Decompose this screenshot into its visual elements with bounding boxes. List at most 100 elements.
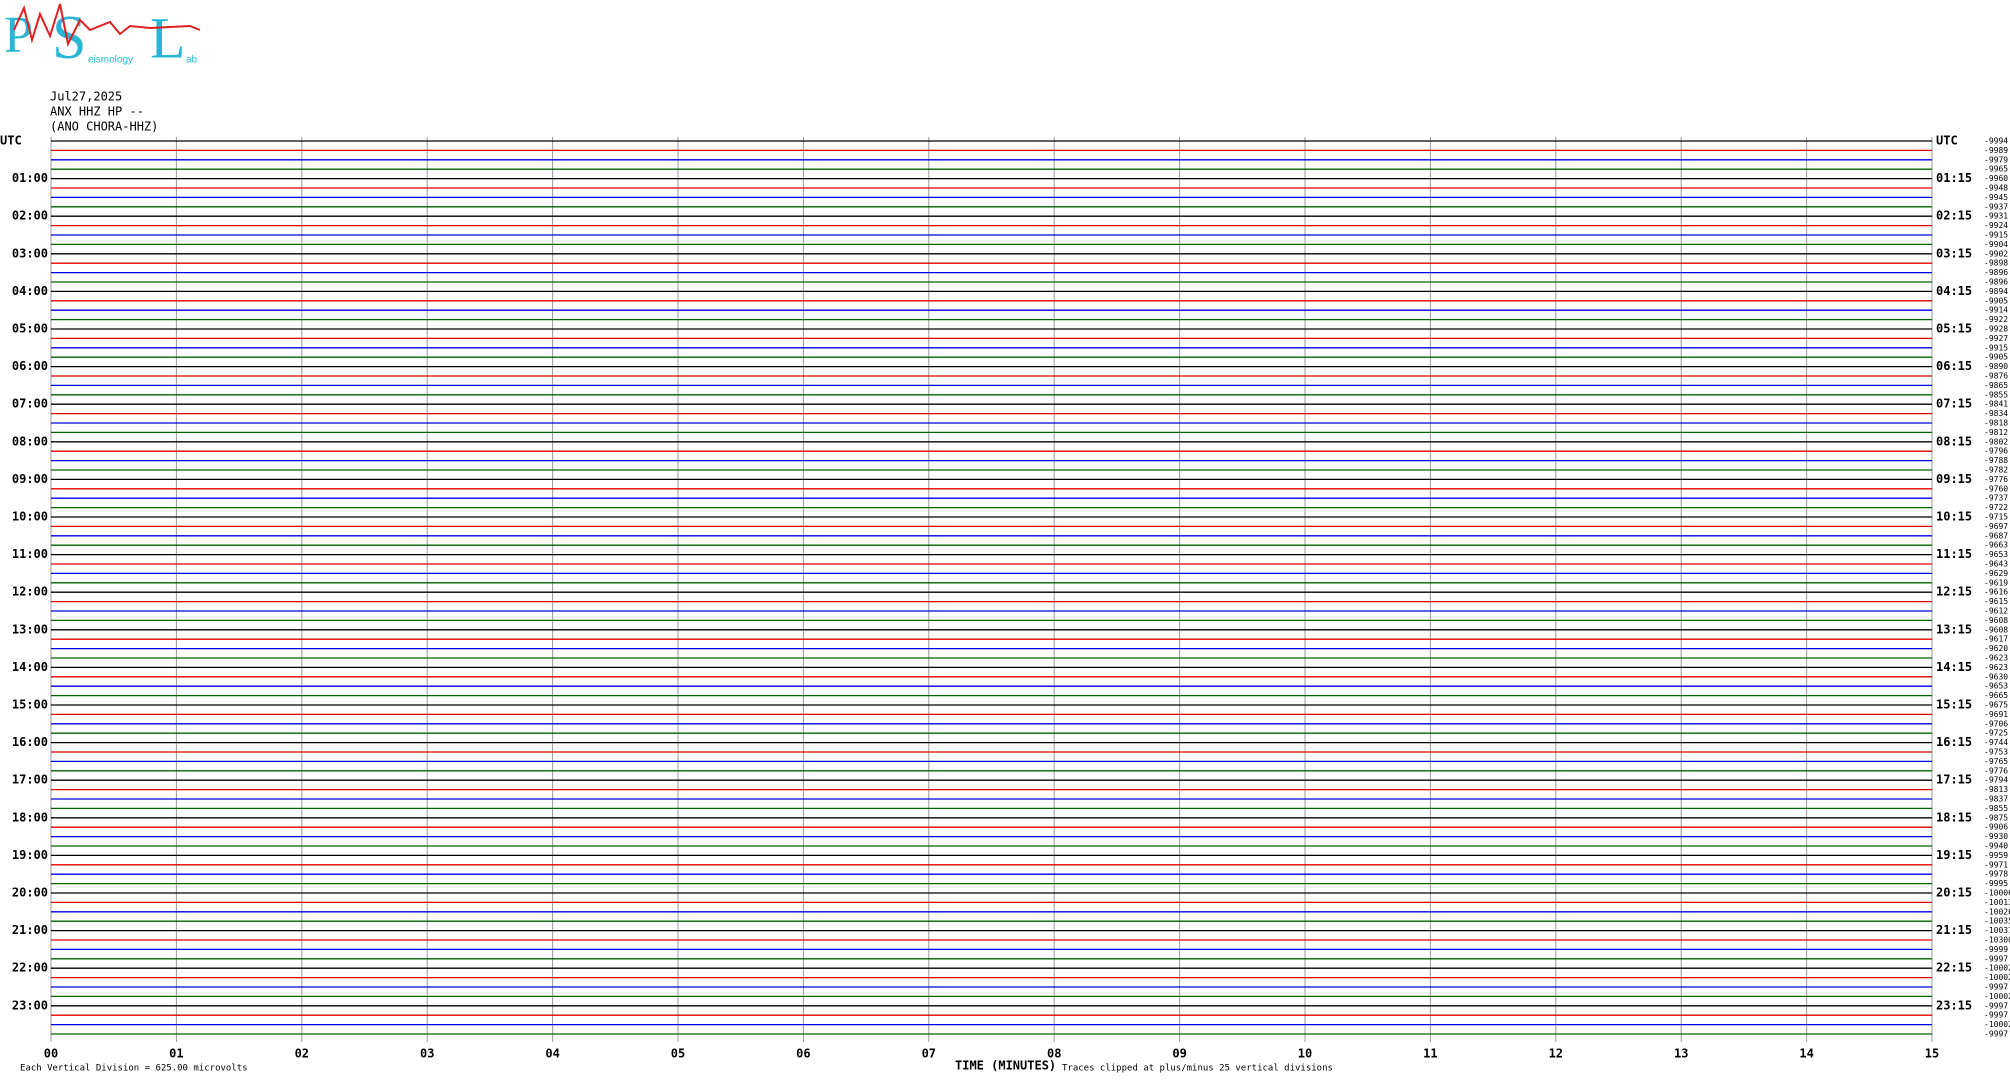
x-tick-label: 09	[1172, 1047, 1186, 1061]
row-offset: -10026	[1984, 907, 2010, 916]
hour-label: 23:00	[12, 998, 48, 1012]
row-offset: -9971	[1984, 860, 2008, 869]
row-offset: -10002	[1984, 992, 2010, 1001]
row-offset: -9612	[1984, 607, 2008, 616]
clip-note: Traces clipped at plus/minus 25 vertical…	[1062, 1064, 1333, 1074]
row-offset: -9715	[1984, 513, 2008, 522]
row-offset: -9796	[1984, 447, 2008, 456]
x-tick-label: 08	[1047, 1047, 1061, 1061]
hour-label: 15:00	[12, 698, 48, 712]
row-offset: -10006	[1984, 889, 2010, 898]
station: ANX HHZ HP --	[50, 105, 144, 119]
row-offset: -9837	[1984, 795, 2008, 804]
row-offset: -9915	[1984, 343, 2008, 352]
hour-label: 06:00	[12, 359, 48, 373]
x-tick-label: 14	[1799, 1047, 1813, 1061]
row-offset: -9776	[1984, 475, 2008, 484]
hour-label: 05:00	[12, 322, 48, 336]
hour-label: 20:00	[12, 886, 48, 900]
quarter-label: 23:15	[1936, 998, 1972, 1012]
quarter-label: 18:15	[1936, 810, 1972, 824]
hour-label: 01:00	[12, 171, 48, 185]
row-offset: -9663	[1984, 541, 2008, 550]
hour-label: 18:00	[12, 810, 48, 824]
row-offset: -9905	[1984, 296, 2008, 305]
quarter-label: 15:15	[1936, 698, 1972, 712]
hour-label: 08:00	[12, 434, 48, 448]
scale-note: Each Vertical Division = 625.00 microvol…	[20, 1064, 248, 1074]
row-offset: -9999	[1984, 945, 2008, 954]
hour-label: 10:00	[12, 510, 48, 524]
row-offset: -9960	[1984, 174, 2008, 183]
row-offset: -9744	[1984, 738, 2008, 747]
hour-label: 07:00	[12, 397, 48, 411]
quarter-label: 16:15	[1936, 735, 1972, 749]
hour-label: UTC	[0, 134, 22, 148]
row-offset: -9896	[1984, 268, 2008, 277]
hour-label: 11:00	[12, 547, 48, 561]
row-offset: -10013	[1984, 898, 2010, 907]
row-offset: -9915	[1984, 231, 2008, 240]
row-offset: -9896	[1984, 278, 2008, 287]
quarter-label: 01:15	[1936, 171, 1972, 185]
row-offset: -9737	[1984, 494, 2008, 503]
row-offset: -9948	[1984, 184, 2008, 193]
quarter-label: 09:15	[1936, 472, 1972, 486]
logo-wave	[13, 3, 201, 48]
row-offset: -9945	[1984, 193, 2008, 202]
x-axis-title: TIME (MINUTES)	[955, 1059, 1056, 1073]
row-offset: -10002	[1984, 964, 2010, 973]
x-tick-label: 11	[1423, 1047, 1437, 1061]
hour-label: 02:00	[12, 209, 48, 223]
row-offset: -9834	[1984, 409, 2008, 418]
row-offset: -9997	[1984, 983, 2008, 992]
quarter-label: 07:15	[1936, 397, 1972, 411]
quarter-label: 06:15	[1936, 359, 1972, 373]
row-offset: -9608	[1984, 625, 2008, 634]
row-offset: -9722	[1984, 503, 2008, 512]
row-offset: -9894	[1984, 287, 2008, 296]
row-offset: -9898	[1984, 259, 2008, 268]
row-offset: -9765	[1984, 757, 2008, 766]
row-offset: -9802	[1984, 437, 2008, 446]
row-offset: -9691	[1984, 710, 2008, 719]
row-offset: -9997	[1984, 1011, 2008, 1020]
row-offset: -9931	[1984, 212, 2008, 221]
logo-letter: L	[150, 5, 185, 70]
row-offset: -9865	[1984, 381, 2008, 390]
logo-letter: S	[52, 4, 86, 72]
x-tick-label: 02	[295, 1047, 309, 1061]
row-offset: -9905	[1984, 353, 2008, 362]
row-offset: -9675	[1984, 701, 2008, 710]
row-offset: -9630	[1984, 672, 2008, 681]
logo-letter: P	[4, 7, 33, 64]
row-offset: -9812	[1984, 428, 2008, 437]
hour-label: 21:00	[12, 923, 48, 937]
row-offset: -9940	[1984, 842, 2008, 851]
row-offset: -9924	[1984, 221, 2008, 230]
row-offset: -9653	[1984, 550, 2008, 559]
hour-label: 12:00	[12, 585, 48, 599]
row-offset: -9617	[1984, 635, 2008, 644]
row-offset: -9687	[1984, 531, 2008, 540]
hour-label: 22:00	[12, 961, 48, 975]
row-offset: -9902	[1984, 249, 2008, 258]
row-offset: -9776	[1984, 766, 2008, 775]
quarter-label: 20:15	[1936, 886, 1972, 900]
quarter-label: 13:15	[1936, 622, 1972, 636]
row-offset: -9855	[1984, 390, 2008, 399]
row-offset: -9782	[1984, 466, 2008, 475]
row-offset: -9928	[1984, 325, 2008, 334]
date: Jul27,2025	[50, 90, 122, 104]
quarter-label: 04:15	[1936, 284, 1972, 298]
row-offset: -9904	[1984, 240, 2008, 249]
row-offset: -9706	[1984, 719, 2008, 728]
row-offset: -9995	[1984, 879, 2008, 888]
row-offset: -9629	[1984, 569, 2008, 578]
quarter-label: 02:15	[1936, 209, 1972, 223]
row-offset: -9608	[1984, 616, 2008, 625]
x-tick-label: 01	[169, 1047, 183, 1061]
hour-label: 09:00	[12, 472, 48, 486]
quarter-label: 08:15	[1936, 434, 1972, 448]
